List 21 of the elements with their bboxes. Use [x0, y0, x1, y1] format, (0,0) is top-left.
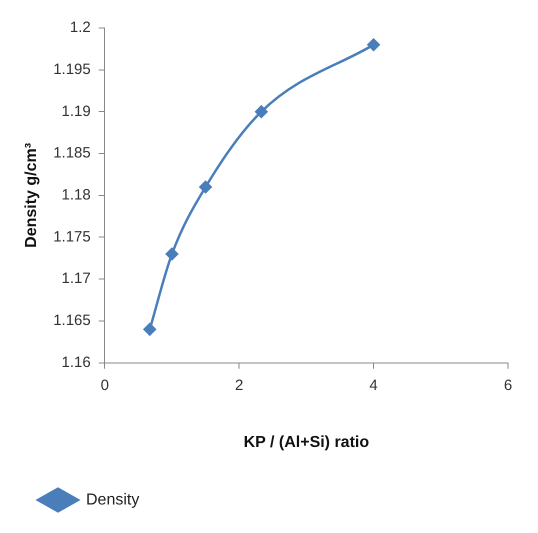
x-tick-label: 6: [504, 376, 512, 394]
y-tick-label: 1.185: [53, 144, 91, 162]
x-tick-label: 2: [234, 376, 244, 394]
point: [199, 180, 212, 194]
y-tick-label: 1.19: [62, 102, 91, 120]
x-tick-label: 0: [100, 376, 109, 394]
x-tick-label: 4: [369, 376, 378, 394]
y-tick-label: 1.2: [70, 19, 91, 36]
y-tick-label: 1.16: [62, 354, 91, 371]
point: [255, 105, 268, 118]
y-tick-label: 1.18: [62, 186, 91, 204]
y-tick-label: 1.165: [53, 312, 91, 330]
x-axis-title: KP / (Al+Si) ratio: [244, 434, 370, 451]
point: [144, 323, 156, 336]
point: [367, 38, 380, 51]
y-axis-title: Density g/cm³: [23, 142, 40, 248]
y-tick-label: 1.175: [53, 228, 91, 246]
point: [166, 248, 178, 260]
legend-label: Density: [86, 491, 140, 508]
y-tick-label: 1.17: [62, 270, 91, 288]
y-tick-label: 1.195: [53, 60, 91, 78]
